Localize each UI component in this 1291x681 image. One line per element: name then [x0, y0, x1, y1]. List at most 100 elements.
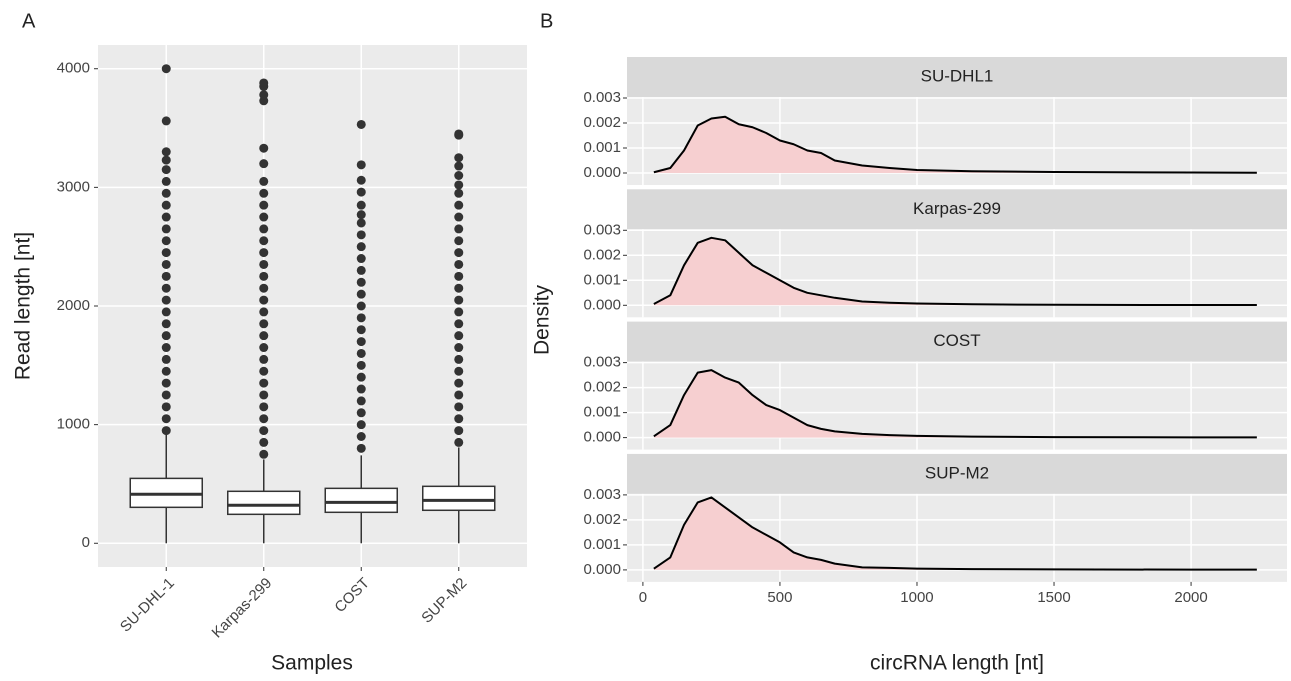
density-area — [653, 370, 1257, 438]
y-tick-label: 2000 — [57, 297, 90, 314]
density-area — [653, 116, 1257, 173]
x-tick-label: COST — [331, 575, 372, 616]
strip — [627, 57, 1287, 97]
outlier — [454, 378, 464, 388]
outlier — [356, 218, 366, 228]
outlier — [161, 271, 171, 281]
y-axis-title: Density — [531, 284, 554, 355]
outlier — [259, 224, 269, 234]
outlier — [161, 212, 171, 222]
x-tick-label: 500 — [767, 589, 792, 606]
panel-label: B — [540, 10, 553, 32]
outlier — [259, 378, 269, 388]
outlier — [356, 254, 366, 264]
strip — [627, 189, 1287, 230]
y-tick-label: 4000 — [57, 60, 90, 77]
y-tick-label: 0.002 — [583, 114, 621, 131]
outlier — [356, 160, 366, 170]
y-tick-label: 0.003 — [583, 89, 621, 106]
y-tick-label: 0.003 — [583, 354, 621, 371]
density-line — [653, 496, 1257, 571]
outlier — [161, 390, 171, 400]
outlier — [161, 366, 171, 376]
y-axis-title: Read length [nt] — [12, 232, 35, 380]
outlier — [259, 307, 269, 317]
outlier — [259, 236, 269, 246]
outlier — [454, 390, 464, 400]
outlier — [259, 271, 269, 281]
outlier — [356, 313, 366, 323]
outlier — [259, 159, 269, 169]
x-tick-label: 0 — [639, 589, 647, 606]
outlier — [356, 200, 366, 210]
y-tick-label: 0.000 — [583, 561, 621, 578]
outlier — [356, 187, 366, 197]
y-tick-label: 0.002 — [583, 379, 621, 396]
outlier — [356, 360, 366, 370]
outlier — [454, 236, 464, 246]
y-tick-label: 3000 — [57, 178, 90, 195]
outlier — [356, 348, 366, 358]
x-tick-label: 1500 — [1037, 589, 1070, 606]
strip-label: SU-DHL1 — [921, 66, 994, 85]
outlier — [356, 242, 366, 252]
outlier — [356, 210, 366, 220]
outlier — [454, 200, 464, 210]
outlier — [454, 180, 464, 190]
density-area — [653, 497, 1257, 570]
outlier — [161, 402, 171, 412]
outlier — [259, 414, 269, 424]
x-tick-label: 2000 — [1174, 589, 1207, 606]
outlier — [161, 147, 171, 157]
outlier — [454, 171, 464, 180]
y-tick-label: 0.001 — [583, 404, 621, 421]
outlier — [161, 283, 171, 293]
outlier — [356, 175, 366, 185]
outlier — [259, 402, 269, 412]
strip — [627, 321, 1287, 362]
outlier — [161, 224, 171, 234]
x-axis-title: Samples — [271, 652, 353, 675]
density-line — [653, 115, 1257, 174]
outlier — [454, 283, 464, 293]
outlier — [161, 200, 171, 210]
outlier — [161, 295, 171, 305]
outlier — [259, 200, 269, 210]
box — [422, 485, 496, 512]
outlier — [161, 343, 171, 353]
outlier — [356, 277, 366, 287]
outlier — [454, 161, 464, 171]
strip-label: SUP-M2 — [925, 463, 989, 482]
outlier — [356, 289, 366, 299]
outlier — [161, 64, 171, 74]
outlier — [161, 354, 171, 364]
box — [227, 490, 301, 516]
outlier — [161, 236, 171, 246]
outlier — [356, 443, 366, 453]
outlier — [454, 295, 464, 305]
outlier — [454, 354, 464, 364]
outlier — [454, 402, 464, 412]
strip — [627, 453, 1287, 494]
outlier — [259, 176, 269, 186]
y-tick-label: 0.001 — [583, 536, 621, 553]
outlier — [161, 188, 171, 198]
outlier — [356, 337, 366, 347]
outlier — [356, 119, 366, 129]
outlier — [259, 188, 269, 198]
y-tick-label: 0.003 — [583, 221, 621, 238]
outlier — [454, 188, 464, 198]
x-tick-label: SU-DHL-1 — [117, 575, 178, 636]
outlier — [161, 165, 171, 175]
outlier — [454, 259, 464, 269]
outlier — [161, 116, 171, 126]
outlier — [259, 259, 269, 269]
outlier — [454, 319, 464, 329]
x-axis-title: circRNA length [nt] — [870, 652, 1044, 675]
outlier — [454, 129, 464, 139]
outlier — [259, 295, 269, 305]
outlier — [356, 396, 366, 406]
y-tick-label: 0.002 — [583, 246, 621, 263]
density-line — [653, 236, 1257, 307]
panel-label: A — [22, 10, 36, 32]
